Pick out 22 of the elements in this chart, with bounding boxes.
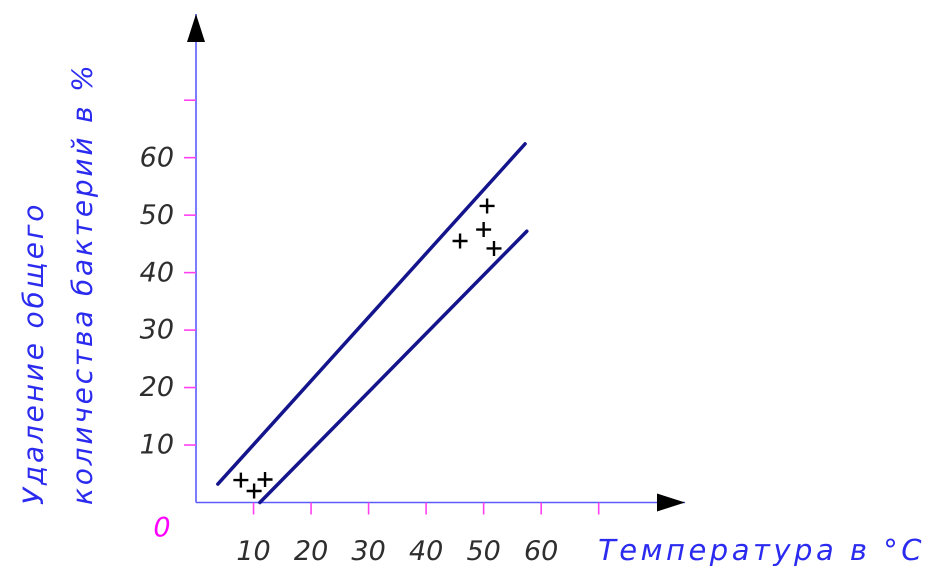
x-tick-label: 30 bbox=[351, 536, 386, 567]
y-tick-label: 40 bbox=[140, 257, 174, 288]
x-axis-title: Температура в °C bbox=[598, 533, 925, 567]
x-tick-label: 60 bbox=[524, 536, 558, 567]
point bbox=[474, 220, 492, 238]
y-axis-title: Удаление общего количества бактерий в % bbox=[17, 62, 99, 505]
y-tick-label: 30 bbox=[140, 314, 174, 346]
y-tick-label: 60 bbox=[140, 142, 174, 174]
point bbox=[245, 482, 263, 500]
point bbox=[478, 197, 496, 215]
point bbox=[232, 471, 250, 489]
y-tick-label: 20 bbox=[140, 372, 174, 404]
y-tick-label: 50 bbox=[140, 200, 174, 231]
x-tick-label: 50 bbox=[466, 536, 501, 567]
point bbox=[485, 240, 503, 258]
x-tick-label: 10 bbox=[236, 536, 271, 567]
x-tick-label: 40 bbox=[408, 536, 444, 567]
text: 0 bbox=[153, 512, 171, 544]
point bbox=[256, 470, 274, 488]
y-tick-label: 10 bbox=[140, 430, 174, 461]
point bbox=[451, 232, 469, 250]
x-tick-label: 20 bbox=[294, 536, 328, 567]
